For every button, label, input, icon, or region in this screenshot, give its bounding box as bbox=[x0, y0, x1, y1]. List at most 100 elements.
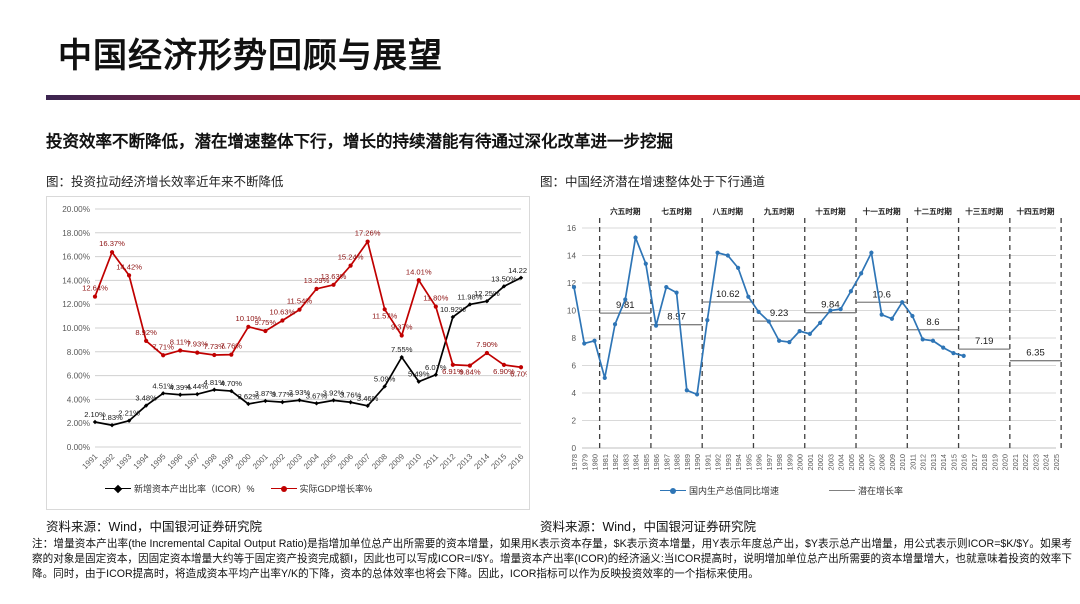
svg-text:11.98%: 11.98% bbox=[457, 292, 482, 301]
svg-text:10.62: 10.62 bbox=[716, 289, 740, 300]
svg-text:2014: 2014 bbox=[939, 454, 948, 470]
svg-text:2000: 2000 bbox=[234, 452, 253, 471]
svg-text:0: 0 bbox=[571, 444, 576, 453]
svg-text:7.90%: 7.90% bbox=[476, 340, 498, 349]
svg-text:1997: 1997 bbox=[765, 454, 774, 470]
svg-text:10: 10 bbox=[567, 307, 577, 316]
svg-text:1987: 1987 bbox=[662, 454, 671, 470]
svg-text:8.11%: 8.11% bbox=[170, 337, 191, 346]
svg-text:10.6: 10.6 bbox=[872, 289, 891, 300]
svg-text:2012: 2012 bbox=[919, 454, 928, 470]
svg-text:2020: 2020 bbox=[1001, 454, 1010, 470]
svg-text:1995: 1995 bbox=[149, 452, 168, 471]
svg-text:2007: 2007 bbox=[353, 452, 372, 471]
svg-text:2004: 2004 bbox=[837, 454, 846, 470]
svg-text:2022: 2022 bbox=[1021, 454, 1030, 470]
svg-text:十三五时期: 十三五时期 bbox=[965, 206, 1003, 216]
svg-text:2015: 2015 bbox=[489, 452, 508, 471]
svg-text:1999: 1999 bbox=[785, 454, 794, 470]
svg-text:13.50%: 13.50% bbox=[491, 274, 517, 283]
svg-text:7.19: 7.19 bbox=[975, 336, 994, 347]
svg-text:七五时期: 七五时期 bbox=[661, 206, 692, 216]
legend-line-icor bbox=[105, 484, 131, 494]
icor-gdp-chart: 0.00% 2.00% 4.00% 6.00% 8.00% 10.00% 12.00% 14.… bbox=[46, 196, 530, 510]
svg-text:4.44%: 4.44% bbox=[186, 382, 208, 391]
svg-text:2004: 2004 bbox=[302, 452, 321, 471]
svg-text:1992: 1992 bbox=[98, 452, 117, 471]
left-chart-source: 资料来源：Wind，中国银河证券研究院 bbox=[46, 520, 262, 534]
svg-text:2024: 2024 bbox=[1042, 454, 1051, 470]
footnote-prefix: 注： bbox=[32, 538, 54, 550]
svg-text:2013: 2013 bbox=[929, 454, 938, 470]
svg-text:2000: 2000 bbox=[796, 454, 805, 470]
potential-growth-chart: 0 2 4 6 8 10 12 14 16 1978 1979 1980 1981 1982 1983 198… bbox=[540, 196, 1068, 508]
svg-text:3.48%: 3.48% bbox=[135, 394, 157, 403]
svg-text:16: 16 bbox=[567, 224, 577, 233]
svg-text:1993: 1993 bbox=[724, 454, 733, 470]
svg-text:9.23: 9.23 bbox=[770, 308, 789, 319]
svg-text:十二五时期: 十二五时期 bbox=[914, 206, 952, 216]
svg-text:2001: 2001 bbox=[251, 452, 270, 471]
svg-text:2002: 2002 bbox=[268, 452, 287, 471]
svg-text:2012: 2012 bbox=[438, 452, 457, 471]
svg-text:14.22%: 14.22% bbox=[508, 266, 527, 275]
svg-text:1996: 1996 bbox=[755, 454, 764, 470]
svg-text:1991: 1991 bbox=[80, 452, 99, 471]
legend-item-potential: 潜在增长率 bbox=[829, 484, 903, 497]
svg-text:1992: 1992 bbox=[714, 454, 723, 470]
svg-text:2: 2 bbox=[571, 417, 576, 426]
svg-text:2017: 2017 bbox=[970, 454, 979, 470]
svg-text:14.01%: 14.01% bbox=[406, 267, 432, 276]
svg-text:10.92%: 10.92% bbox=[440, 305, 466, 314]
svg-text:1991: 1991 bbox=[703, 454, 712, 470]
right-chart-legend: 国内生产总值同比增速 潜在增长率 bbox=[660, 484, 903, 497]
svg-text:1985: 1985 bbox=[642, 454, 651, 470]
left-chart-caption: 图：投资拉动经济增长效率近年来不断降低 bbox=[46, 175, 284, 189]
svg-text:8.00%: 8.00% bbox=[67, 348, 90, 357]
svg-text:8.6: 8.6 bbox=[926, 317, 939, 328]
svg-text:2009: 2009 bbox=[888, 454, 897, 470]
svg-text:8.97: 8.97 bbox=[667, 312, 686, 323]
svg-text:6.07%: 6.07% bbox=[425, 363, 447, 372]
svg-text:4.70%: 4.70% bbox=[221, 379, 243, 388]
svg-text:1.83%: 1.83% bbox=[101, 413, 123, 422]
svg-text:9.84: 9.84 bbox=[821, 300, 840, 311]
svg-text:2.00%: 2.00% bbox=[67, 419, 90, 428]
svg-text:2011: 2011 bbox=[422, 452, 441, 471]
svg-text:2011: 2011 bbox=[908, 454, 917, 470]
svg-text:2005: 2005 bbox=[319, 452, 338, 471]
svg-text:12.25%: 12.25% bbox=[474, 289, 500, 298]
left-chart-legend: 新增资本产出比率（ICOR）% 实际GDP增长率% bbox=[105, 482, 372, 495]
svg-text:2010: 2010 bbox=[404, 452, 423, 471]
svg-text:5.09%: 5.09% bbox=[374, 374, 396, 383]
svg-text:2002: 2002 bbox=[816, 454, 825, 470]
svg-text:1997: 1997 bbox=[183, 452, 202, 471]
svg-text:1989: 1989 bbox=[683, 454, 692, 470]
svg-text:2006: 2006 bbox=[336, 452, 355, 471]
legend-label-icor: 新增资本产出比率（ICOR）% bbox=[134, 484, 255, 494]
svg-text:6.90%: 6.90% bbox=[493, 367, 515, 376]
svg-text:4.00%: 4.00% bbox=[67, 395, 90, 404]
svg-text:7.93%: 7.93% bbox=[186, 340, 208, 349]
svg-text:十一五时期: 十一五时期 bbox=[863, 206, 901, 216]
svg-text:13.29%: 13.29% bbox=[304, 276, 330, 285]
right-chart-caption: 图：中国经济潜在增速整体处于下行通道 bbox=[540, 175, 766, 189]
svg-text:8: 8 bbox=[571, 334, 576, 343]
svg-text:1984: 1984 bbox=[632, 454, 641, 470]
svg-text:20.00%: 20.00% bbox=[62, 205, 90, 214]
svg-text:1994: 1994 bbox=[132, 452, 151, 471]
svg-text:1979: 1979 bbox=[580, 454, 589, 470]
svg-text:10.00%: 10.00% bbox=[62, 324, 90, 333]
svg-text:14.00%: 14.00% bbox=[62, 276, 90, 285]
icor-gdp-chart-svg: 0.00% 2.00% 4.00% 6.00% 8.00% 10.00% 12.00% 14.… bbox=[62, 205, 527, 471]
svg-text:12.64%: 12.64% bbox=[82, 284, 108, 293]
svg-text:2008: 2008 bbox=[878, 454, 887, 470]
footnote: 注：增量资本产出率(the Incremental Capital Output… bbox=[32, 537, 1072, 582]
svg-text:11.54%: 11.54% bbox=[287, 297, 312, 306]
right-chart-source: 资料来源：Wind，中国银河证券研究院 bbox=[540, 520, 756, 534]
svg-text:1983: 1983 bbox=[621, 454, 630, 470]
svg-text:6.84%: 6.84% bbox=[459, 368, 481, 377]
legend-item-icor: 新增资本产出比率（ICOR）% bbox=[105, 482, 255, 495]
